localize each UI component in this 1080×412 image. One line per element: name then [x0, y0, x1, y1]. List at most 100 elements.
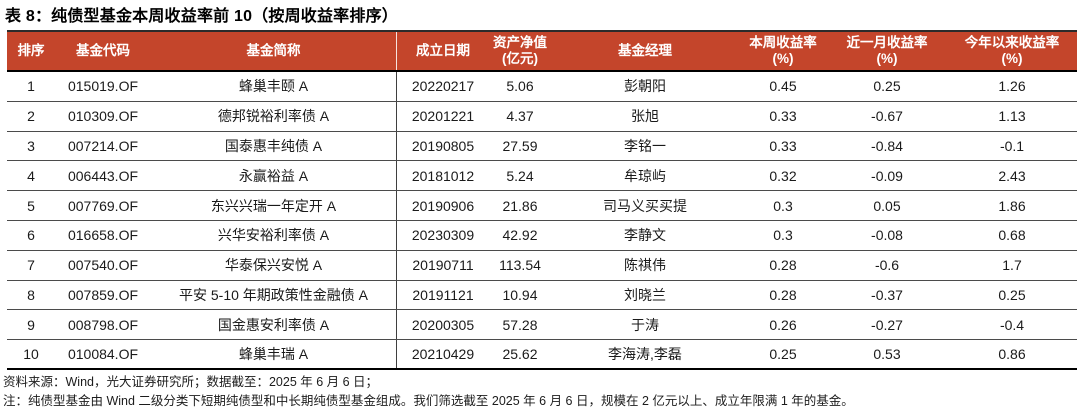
cell-month-return: 0.25: [873, 78, 901, 95]
cell-inception-date: 20190805: [411, 137, 475, 154]
cell-ytd-return: 1.13: [998, 108, 1026, 125]
cell-inception-date: 20181012: [411, 167, 475, 184]
cell-month-return: -0.09: [871, 167, 903, 184]
cell-rank: 9: [27, 316, 35, 333]
cell-fund-manager: 李静文: [624, 227, 666, 244]
cell-inception-date: 20220217: [411, 78, 475, 95]
cell-ytd-return: 1.86: [998, 197, 1026, 214]
cell-fund-manager: 陈祺伟: [624, 257, 666, 274]
cell-fund-name: 永赢裕益 A: [151, 161, 397, 191]
cell-month-return: -0.27: [871, 316, 903, 333]
cell-fund-manager: 牟琼屿: [624, 167, 666, 184]
cell-fund-code: 007214.OF: [67, 137, 139, 154]
table-title: 表 8：纯债型基金本周收益率前 10（按周收益率排序）: [5, 8, 398, 25]
cell-fund-name: 国泰惠丰纯债 A: [151, 131, 397, 161]
footnote-source: 资料来源：Wind，光大证券研究所；数据截至：2025 年 6 月 6 日；: [3, 375, 379, 389]
cell-fund-code: 010084.OF: [67, 346, 139, 363]
cell-ytd-return: 1.26: [998, 78, 1026, 95]
cell-month-return: -0.6: [874, 257, 900, 274]
cell-week-return: 0.45: [769, 78, 797, 95]
cell-fund-name: 蜂巢丰颐 A: [151, 72, 397, 101]
cell-inception-date: 20190711: [412, 257, 474, 274]
table-row: 8 007859.OF 平安 5-10 年期政策性金融债 A 20191121 …: [7, 280, 1077, 311]
cell-rank: 5: [27, 197, 35, 214]
cell-rank: 4: [27, 167, 35, 184]
cell-week-return: 0.26: [769, 316, 797, 333]
cell-net-assets: 57.28: [502, 316, 538, 333]
cell-net-assets: 5.24: [506, 167, 534, 184]
cell-month-return: 0.53: [873, 346, 901, 363]
cell-ytd-return: 2.43: [998, 167, 1026, 184]
cell-net-assets: 10.94: [502, 286, 538, 303]
cell-week-return: 0.33: [769, 108, 797, 125]
cell-fund-code: 008798.OF: [67, 316, 139, 333]
cell-rank: 6: [27, 227, 35, 244]
cell-ytd-return: 0.68: [998, 227, 1026, 244]
cell-fund-manager: 刘晓兰: [624, 286, 666, 303]
column-header-inception-date: 成立日期: [416, 43, 470, 58]
cell-ytd-return: 0.86: [998, 346, 1026, 363]
table-row: 6 016658.OF 兴华安裕利率债 A 20230309 42.92 李静文…: [7, 220, 1077, 251]
cell-week-return: 0.33: [769, 137, 797, 154]
column-header-net-assets: 资产净值 (亿元): [493, 35, 547, 66]
cell-rank: 1: [27, 78, 35, 95]
cell-month-return: -0.37: [871, 286, 903, 303]
cell-net-assets: 113.54: [499, 257, 541, 274]
table-row: 7 007540.OF 华泰保兴安悦 A 20190711 113.54 陈祺伟…: [7, 250, 1077, 281]
table-row: 4 006443.OF 永赢裕益 A 20181012 5.24 牟琼屿 0.3…: [7, 161, 1077, 192]
cell-month-return: -0.67: [871, 108, 903, 125]
footnotes: 资料来源：Wind，光大证券研究所；数据截至：2025 年 6 月 6 日； 注…: [3, 373, 854, 411]
column-header-fund-code: 基金代码: [76, 43, 130, 58]
cell-fund-code: 016658.OF: [67, 227, 139, 244]
column-header-ytd-return: 今年以来收益率 (%): [964, 35, 1060, 66]
cell-ytd-return: -0.1: [999, 137, 1025, 154]
cell-rank: 2: [27, 108, 35, 125]
footnote-note: 注：纯债型基金由 Wind 二级分类下短期纯债型和中长期纯债型基金组成。我们筛选…: [3, 394, 854, 408]
cell-week-return: 0.28: [769, 257, 797, 274]
cell-net-assets: 25.62: [502, 346, 538, 363]
cell-fund-name: 德邦锐裕利率债 A: [151, 101, 397, 131]
cell-inception-date: 20230309: [411, 227, 475, 244]
cell-rank: 3: [27, 137, 35, 154]
table-row: 2 010309.OF 德邦锐裕利率债 A 20201221 4.37 张旭 0…: [7, 101, 1077, 132]
cell-rank: 8: [27, 286, 35, 303]
column-header-rank: 排序: [17, 43, 45, 58]
cell-net-assets: 42.92: [502, 227, 538, 244]
cell-fund-manager: 李海涛,李磊: [608, 346, 682, 363]
table-row: 9 008798.OF 国金惠安利率债 A 20200305 57.28 于涛 …: [7, 310, 1077, 341]
cell-fund-name: 蜂巢丰瑞 A: [151, 340, 397, 368]
cell-fund-name: 国金惠安利率债 A: [151, 310, 397, 340]
cell-net-assets: 27.59: [502, 137, 538, 154]
fund-table: 排序 基金代码 基金简称 成立日期 资产净值 (亿元) 基金经理 本周收益率 (…: [7, 30, 1077, 370]
cell-fund-manager: 彭朝阳: [624, 78, 666, 95]
table-header-row: 排序 基金代码 基金简称 成立日期 资产净值 (亿元) 基金经理 本周收益率 (…: [7, 30, 1077, 72]
cell-fund-code: 007540.OF: [67, 257, 139, 274]
cell-ytd-return: 0.25: [998, 286, 1026, 303]
cell-month-return: 0.05: [873, 197, 901, 214]
cell-fund-name: 平安 5-10 年期政策性金融债 A: [151, 280, 397, 310]
cell-fund-name: 华泰保兴安悦 A: [151, 250, 397, 280]
cell-inception-date: 20201221: [411, 108, 475, 125]
column-header-fund-manager: 基金经理: [618, 43, 672, 58]
cell-fund-code: 006443.OF: [67, 167, 139, 184]
cell-fund-name: 兴华安裕利率债 A: [151, 220, 397, 250]
cell-rank: 7: [27, 257, 35, 274]
cell-fund-code: 007769.OF: [67, 197, 139, 214]
cell-fund-manager: 于涛: [631, 316, 659, 333]
column-header-week-return: 本周收益率 (%): [749, 35, 817, 66]
cell-ytd-return: -0.4: [999, 316, 1025, 333]
table-row: 3 007214.OF 国泰惠丰纯债 A 20190805 27.59 李铭一 …: [7, 131, 1077, 162]
cell-month-return: -0.84: [871, 137, 903, 154]
cell-net-assets: 5.06: [506, 78, 534, 95]
cell-fund-manager: 李铭一: [624, 137, 666, 154]
cell-week-return: 0.28: [769, 286, 797, 303]
column-header-fund-name: 基金简称: [151, 32, 397, 70]
cell-inception-date: 20191121: [412, 286, 474, 303]
cell-ytd-return: 1.7: [1002, 257, 1022, 274]
cell-net-assets: 4.37: [506, 108, 534, 125]
cell-inception-date: 20190906: [411, 197, 475, 214]
cell-fund-code: 015019.OF: [67, 78, 139, 95]
cell-fund-manager: 张旭: [631, 108, 659, 125]
cell-week-return: 0.32: [769, 167, 797, 184]
cell-fund-manager: 司马义买买提: [603, 197, 687, 214]
